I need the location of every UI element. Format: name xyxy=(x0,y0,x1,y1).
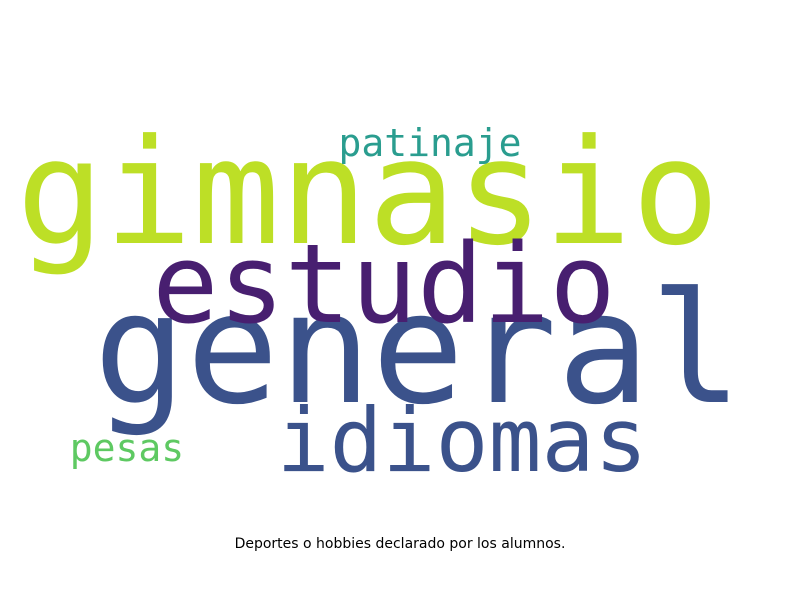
word-estudio: estudio xyxy=(152,220,616,348)
word-pesas: pesas xyxy=(70,426,184,470)
word-general: general xyxy=(93,260,742,439)
word-idiomas: idiomas xyxy=(277,389,648,492)
caption: Deportes o hobbies declarado por los alu… xyxy=(234,536,566,552)
word-gimnasio: gimnasio xyxy=(16,108,719,278)
word-patinaje: patinaje xyxy=(338,121,521,165)
